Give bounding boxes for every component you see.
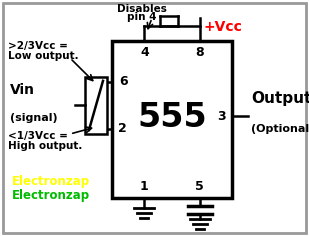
Text: 5: 5 (195, 180, 204, 193)
Text: pin 4: pin 4 (127, 12, 157, 22)
Text: Disables: Disables (117, 4, 167, 14)
Bar (112, 41, 232, 198)
Text: 4: 4 (140, 46, 149, 59)
Text: 555: 555 (137, 101, 207, 134)
Text: >2/3Vcc =: >2/3Vcc = (8, 41, 68, 51)
Text: 1: 1 (140, 180, 149, 193)
Text: +Vcc: +Vcc (204, 20, 243, 34)
Text: Electronzap: Electronzap (12, 190, 90, 202)
Text: 2: 2 (118, 122, 126, 135)
Bar (85, 77, 107, 134)
Text: 6: 6 (120, 75, 128, 88)
Text: High output.: High output. (8, 141, 83, 151)
Text: 3: 3 (218, 110, 226, 123)
Text: (Optional): (Optional) (251, 124, 309, 134)
Text: 8: 8 (195, 46, 204, 59)
Text: Low output.: Low output. (8, 51, 78, 61)
Text: <1/3Vcc =: <1/3Vcc = (8, 131, 68, 141)
Text: Output: Output (251, 91, 309, 106)
Text: Vin: Vin (10, 83, 35, 97)
Text: (signal): (signal) (10, 113, 57, 123)
Text: Electronzap: Electronzap (12, 174, 90, 187)
